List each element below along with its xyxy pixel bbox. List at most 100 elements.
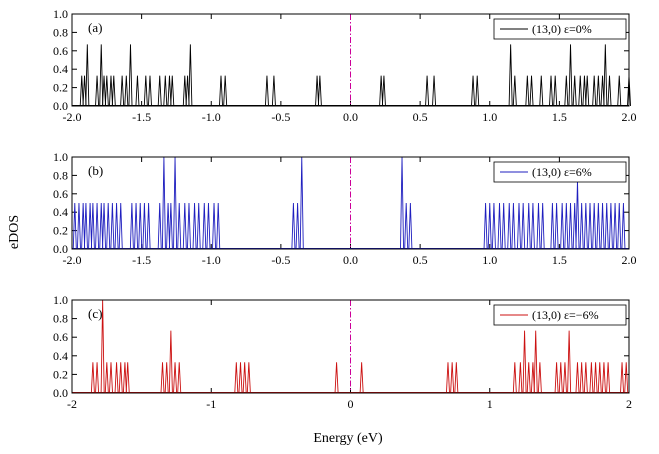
peak-a-1 (82, 75, 87, 107)
peak-a-46 (585, 75, 590, 107)
peak-c-8 (125, 362, 130, 394)
peak-b-19 (161, 156, 166, 250)
peak-a-30 (425, 75, 430, 107)
peak-a-48 (596, 75, 601, 107)
peak-b-23 (177, 202, 182, 250)
peak-b-40 (491, 202, 496, 250)
peak-b-29 (206, 202, 211, 250)
y-tick-label-a-1: 0.2 (53, 81, 68, 95)
peak-b-59 (583, 202, 588, 250)
y-tick-label-b-0: 0.0 (53, 242, 68, 256)
peak-b-30 (212, 202, 217, 250)
peak-a-29 (381, 75, 386, 107)
peak-a-19 (182, 75, 187, 107)
peak-a-37 (529, 75, 534, 107)
plot-frame-a (71, 13, 630, 107)
peak-b-56 (572, 202, 577, 250)
peak-b-27 (196, 202, 201, 250)
peak-c-14 (234, 362, 239, 394)
peak-b-4 (88, 202, 93, 250)
peak-a-33 (475, 75, 480, 107)
y-tick-label-b-2: 0.4 (53, 205, 68, 219)
peak-b-12 (118, 202, 123, 250)
peak-c-28 (533, 330, 538, 394)
x-tick-label-b-4: 0.0 (343, 253, 358, 267)
x-tick-label-c-4: 2 (626, 397, 632, 411)
peak-a-51 (607, 75, 612, 107)
plot-frame-b (71, 156, 630, 250)
x-axis-title: Energy (eV) (313, 431, 383, 446)
peak-b-50 (540, 202, 545, 250)
peak-c-16 (242, 362, 247, 394)
peak-b-16 (142, 202, 147, 250)
y-tick-label-b-4: 0.8 (53, 168, 68, 182)
peak-b-25 (186, 202, 191, 250)
peak-c-1 (95, 362, 100, 394)
peak-a-32 (471, 75, 476, 107)
peak-c-12 (173, 362, 178, 394)
peak-c-36 (583, 362, 588, 394)
peak-b-31 (216, 202, 221, 250)
peak-c-41 (606, 362, 611, 394)
peak-c-33 (567, 330, 572, 394)
peak-b-62 (596, 202, 601, 250)
peak-c-21 (450, 362, 455, 394)
peak-c-5 (114, 362, 119, 394)
peak-b-49 (536, 202, 541, 250)
y-tick-label-c-0: 0.0 (53, 386, 68, 400)
peak-b-5 (90, 202, 95, 250)
y-tick-label-a-4: 0.8 (53, 25, 68, 39)
peak-b-44 (511, 202, 516, 250)
x-tick-label-b-5: 0.5 (413, 253, 428, 267)
peak-c-4 (109, 362, 113, 394)
peak-c-6 (118, 362, 123, 394)
x-tick-label-b-2: -1.0 (202, 253, 221, 267)
peak-a-25 (271, 75, 276, 107)
x-tick-label-a-8: 2.0 (622, 110, 637, 124)
peak-b-33 (295, 202, 300, 250)
peak-a-52 (617, 75, 622, 107)
y-tick-label-a-5: 1.0 (53, 7, 68, 21)
y-tick-label-c-5: 1.0 (53, 293, 68, 307)
panel-a: 0.0 0.2 0.4 0.6 0.8 1.0 -2.0 -1.5 -1.0 -0.5 0.0 0.5… (53, 7, 637, 124)
peak-a-44 (578, 75, 583, 107)
peak-c-37 (589, 362, 594, 394)
x-tick-label-a-0: -2.0 (63, 110, 82, 124)
x-tick-label-a-1: -1.5 (132, 110, 151, 124)
peak-b-55 (568, 202, 573, 250)
peak-c-17 (246, 362, 251, 394)
x-tick-label-a-3: -0.5 (271, 110, 290, 124)
peak-a-15 (157, 75, 162, 107)
peak-b-21 (168, 202, 173, 250)
peak-a-21 (188, 44, 193, 107)
peak-c-31 (558, 362, 563, 394)
peak-b-14 (134, 202, 139, 250)
peak-b-57 (575, 179, 580, 250)
peak-a-47 (592, 75, 597, 107)
peak-b-18 (157, 202, 162, 250)
peak-b-65 (608, 202, 613, 250)
peak-a-8 (111, 75, 116, 107)
peak-a-16 (163, 75, 168, 107)
peak-b-1 (76, 202, 81, 250)
peak-a-18 (170, 75, 175, 107)
peak-c-19 (359, 362, 364, 394)
peak-b-17 (146, 202, 151, 250)
peak-b-47 (526, 202, 531, 250)
peak-c-0 (90, 362, 95, 394)
peak-c-35 (579, 362, 584, 394)
x-tick-label-c-3: 1 (487, 397, 493, 411)
peak-b-43 (507, 202, 512, 250)
peak-a-22 (219, 75, 223, 107)
peak-b-20 (166, 202, 171, 250)
peak-b-42 (501, 202, 506, 250)
peak-b-8 (102, 202, 107, 250)
y-tick-label-c-1: 0.2 (53, 367, 68, 381)
peak-c-18 (334, 362, 339, 394)
peak-a-4 (99, 44, 104, 107)
peak-c-11 (168, 330, 173, 394)
x-tick-label-b-7: 1.5 (552, 253, 567, 267)
x-tick-label-b-1: -1.5 (132, 253, 151, 267)
peak-b-41 (497, 202, 502, 250)
